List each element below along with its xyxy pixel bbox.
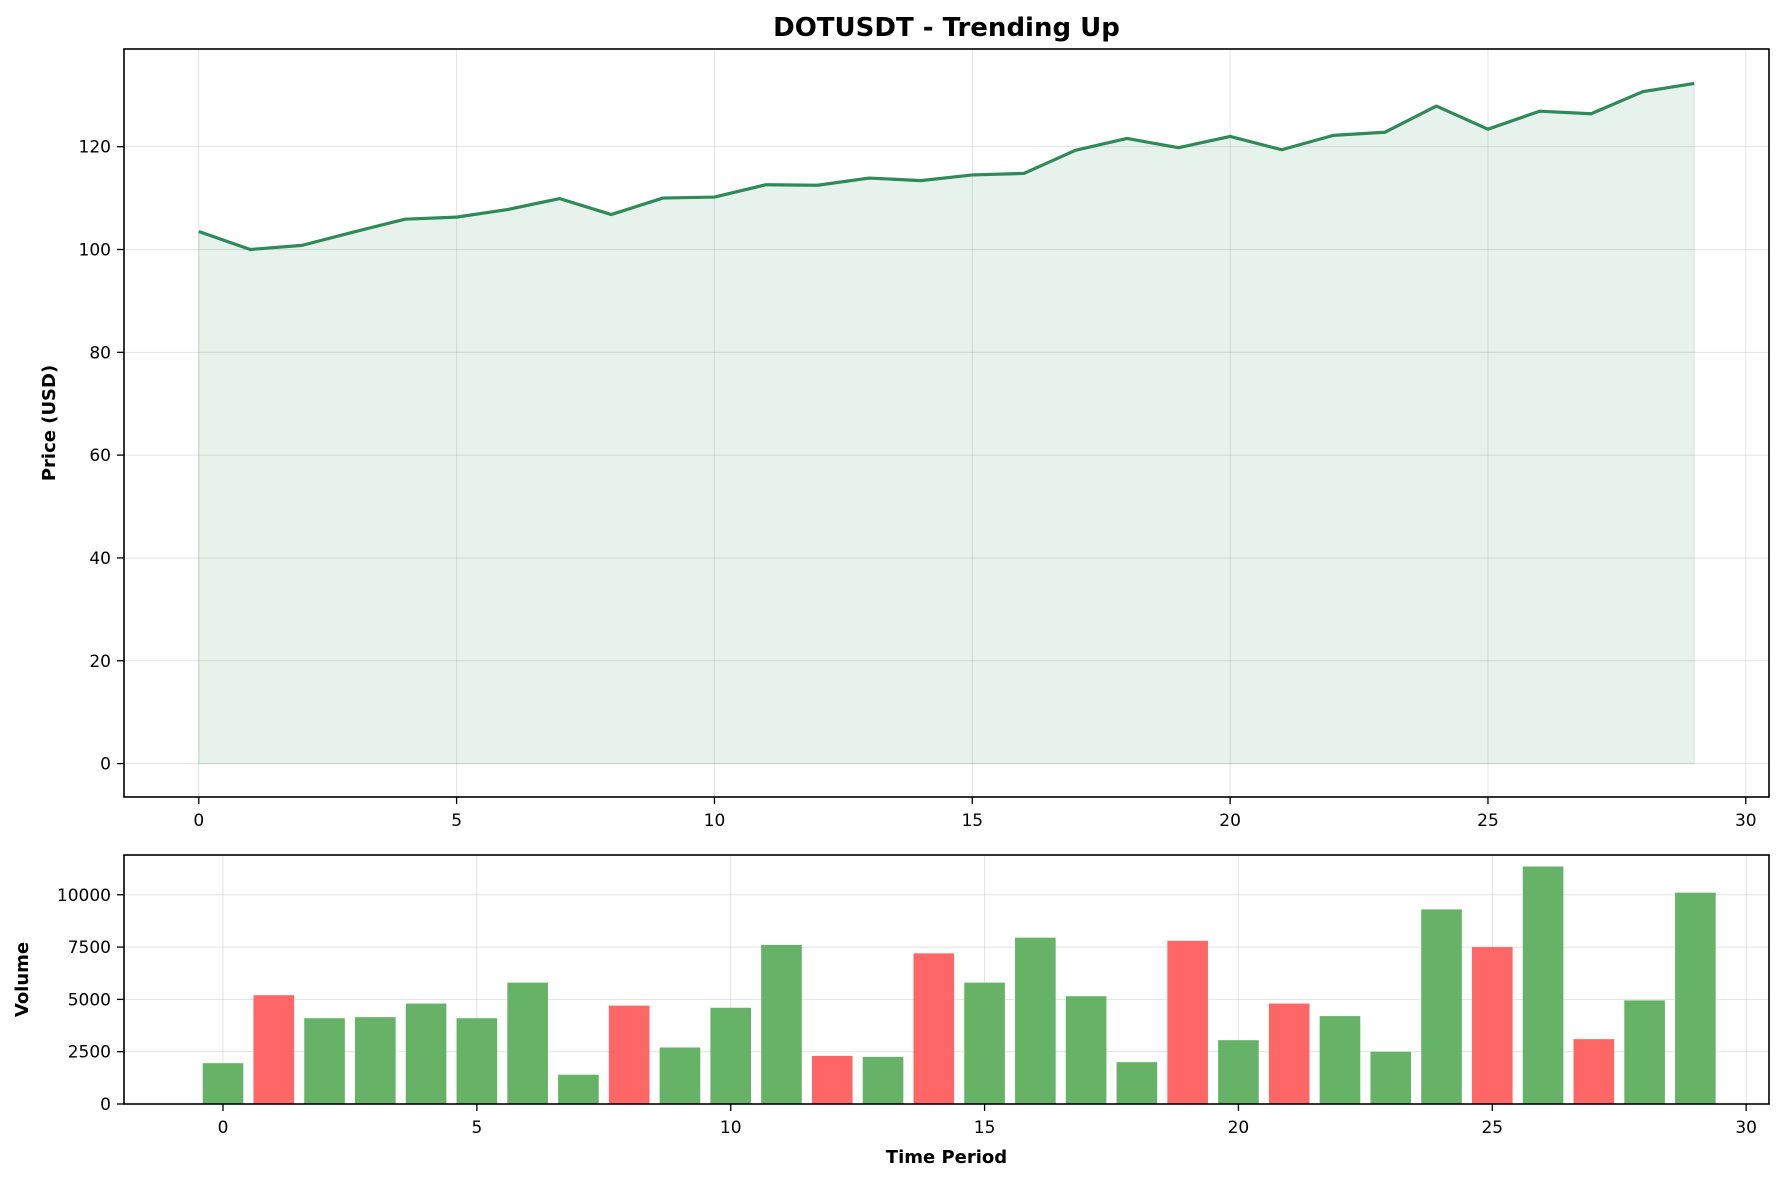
volume-bar bbox=[761, 944, 802, 1104]
price-y-tick-label: 40 bbox=[89, 549, 111, 569]
volume-bar bbox=[913, 953, 955, 1104]
volume-x-axis-label: Time Period bbox=[886, 1147, 1007, 1168]
volume-bar bbox=[304, 1018, 345, 1104]
volume-x-tick-label: 30 bbox=[1735, 1118, 1757, 1138]
volume-bar bbox=[811, 1055, 853, 1104]
volume-bar bbox=[1167, 940, 1208, 1104]
volume-bars bbox=[202, 866, 1716, 1104]
price-x-tick-label: 15 bbox=[961, 811, 983, 831]
price-y-tick-label: 120 bbox=[79, 138, 111, 158]
volume-bar bbox=[1675, 892, 1716, 1104]
volume-x-tick-label: 5 bbox=[471, 1118, 482, 1138]
price-area-fill bbox=[198, 82, 1695, 765]
volume-y-axis-label: Volume bbox=[12, 942, 33, 1017]
price-y-tick-label: 0 bbox=[100, 755, 111, 775]
volume-y-tick-label: 5000 bbox=[68, 990, 111, 1010]
volume-bar bbox=[1218, 1040, 1259, 1104]
volume-bar bbox=[1421, 909, 1462, 1104]
volume-bar bbox=[862, 1056, 904, 1104]
price-y-ticks: 0 20 40 60 80 100 120 bbox=[79, 138, 124, 775]
volume-bar bbox=[1522, 866, 1564, 1104]
price-x-tick-label: 10 bbox=[704, 811, 726, 831]
volume-chart: 0 5 10 15 20 25 30 0 2500 5000 7500 10000 Time Per… bbox=[12, 854, 1770, 1168]
price-y-axis-label: Price (USD) bbox=[39, 365, 60, 481]
price-y-tick-label: 60 bbox=[89, 446, 111, 466]
volume-bar bbox=[1624, 1000, 1665, 1104]
volume-bar bbox=[355, 1017, 396, 1104]
chart-title: DOTUSDT - Trending Up bbox=[773, 13, 1120, 43]
volume-bar bbox=[659, 1047, 701, 1104]
volume-bar bbox=[1573, 1039, 1615, 1104]
price-chart: 0 5 10 15 20 25 30 0 20 40 60 80 100 120 DOTUSDT - T… bbox=[39, 13, 1770, 831]
volume-bar bbox=[1065, 996, 1107, 1104]
price-line bbox=[198, 81, 1695, 252]
volume-bar bbox=[1370, 1051, 1412, 1104]
volume-bar bbox=[456, 1018, 498, 1104]
volume-bar bbox=[202, 1063, 244, 1104]
volume-x-tick-label: 25 bbox=[1481, 1118, 1503, 1138]
volume-bar bbox=[608, 1005, 650, 1104]
price-plot-frame bbox=[123, 48, 1770, 798]
price-x-ticks: 0 5 10 15 20 25 30 bbox=[193, 797, 1757, 831]
volume-y-tick-label: 2500 bbox=[68, 1043, 111, 1063]
price-y-tick-label: 100 bbox=[79, 240, 111, 260]
volume-x-tick-label: 20 bbox=[1228, 1118, 1250, 1138]
volume-x-tick-label: 15 bbox=[974, 1118, 996, 1138]
volume-bar bbox=[507, 982, 548, 1104]
volume-bar bbox=[1471, 947, 1513, 1104]
volume-bar bbox=[1268, 1003, 1310, 1104]
volume-bar bbox=[1116, 1062, 1158, 1104]
volume-bar bbox=[1319, 1016, 1361, 1104]
volume-y-tick-label: 10000 bbox=[57, 886, 111, 906]
price-grid bbox=[124, 49, 1769, 797]
volume-bar bbox=[1015, 937, 1056, 1104]
price-x-tick-label: 20 bbox=[1219, 811, 1241, 831]
price-y-tick-label: 80 bbox=[89, 343, 111, 363]
price-x-tick-label: 0 bbox=[193, 811, 204, 831]
volume-bar bbox=[558, 1074, 599, 1104]
volume-x-tick-label: 10 bbox=[720, 1118, 742, 1138]
volume-bar bbox=[405, 1003, 447, 1104]
volume-y-tick-label: 0 bbox=[100, 1095, 111, 1115]
volume-y-tick-label: 7500 bbox=[68, 938, 111, 958]
price-y-tick-label: 20 bbox=[89, 652, 111, 672]
volume-bar bbox=[964, 982, 1005, 1104]
volume-bar bbox=[253, 995, 295, 1104]
price-x-tick-label: 30 bbox=[1735, 811, 1757, 831]
price-x-tick-label: 25 bbox=[1477, 811, 1499, 831]
volume-bar bbox=[710, 1007, 752, 1104]
volume-plot-frame bbox=[123, 854, 1770, 1105]
price-x-tick-label: 5 bbox=[451, 811, 462, 831]
volume-y-ticks: 0 2500 5000 7500 10000 bbox=[57, 886, 124, 1115]
volume-x-ticks: 0 5 10 15 20 25 30 bbox=[218, 1104, 1757, 1138]
volume-x-tick-label: 0 bbox=[218, 1118, 229, 1138]
